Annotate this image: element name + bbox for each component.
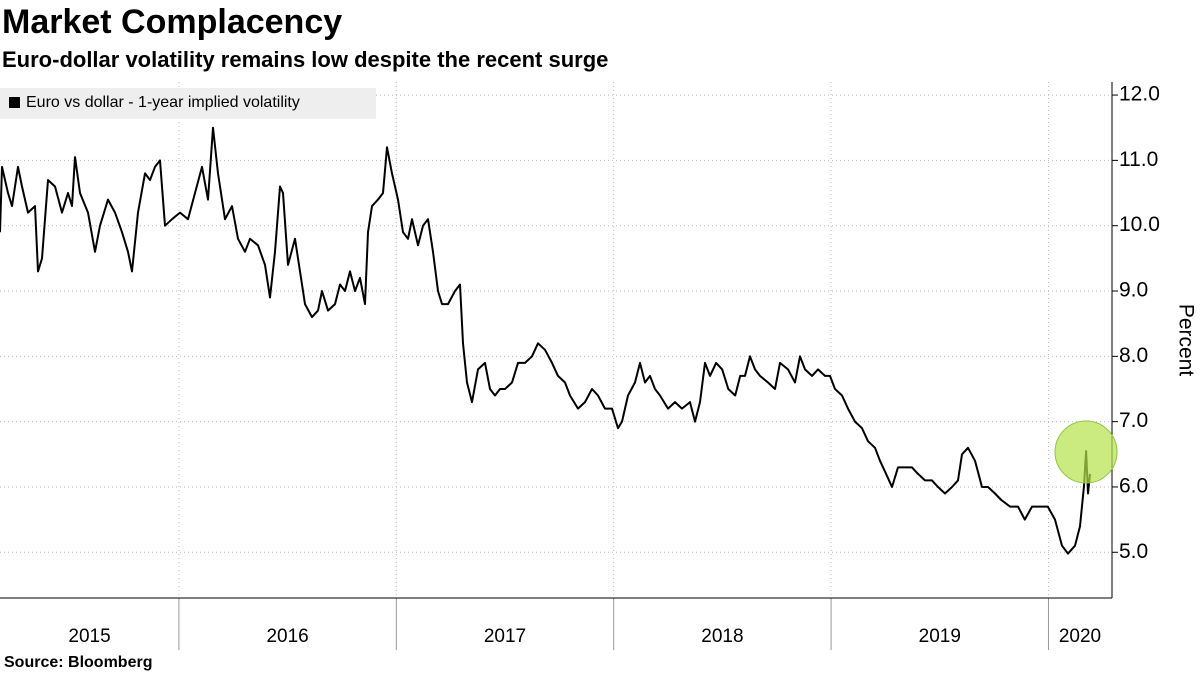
y-tick-label: 12.0	[1119, 83, 1160, 106]
y-tick-label: 6.0	[1119, 475, 1148, 498]
x-tick-label: 2017	[484, 626, 526, 647]
legend-label: Euro vs dollar - 1-year implied volatili…	[26, 94, 300, 111]
plot-area: 5.0 6.0 7.0 8.0 9.0 10.0 11.0 12.0 2015 2016 2017 2…	[0, 82, 1160, 650]
y-tick-label: 8.0	[1119, 344, 1148, 367]
legend-box	[0, 88, 376, 119]
x-tick-label: 2018	[701, 626, 743, 647]
highlight-circle	[1054, 420, 1118, 484]
y-tick-label: 11.0	[1119, 148, 1158, 171]
chart-title: Market Complacency	[2, 3, 342, 41]
y-tick-label: 7.0	[1119, 409, 1148, 432]
data-line	[0, 126, 1091, 555]
source: Source: Bloomberg	[4, 654, 152, 671]
x-tick-label: 2016	[266, 626, 308, 647]
y-tick-label: 10.0	[1119, 213, 1160, 236]
x-tick-label: 2015	[68, 626, 110, 647]
legend-swatch	[9, 97, 20, 108]
y-tick-label: 9.0	[1119, 279, 1148, 302]
y-axis-label: Percent	[1174, 304, 1197, 377]
x-tick-label: 2020	[1059, 626, 1101, 647]
chart-subtitle: Euro-dollar volatility remains low despi…	[2, 47, 608, 72]
x-tick-label: 2019	[919, 626, 961, 647]
y-tick-label: 5.0	[1119, 540, 1148, 563]
